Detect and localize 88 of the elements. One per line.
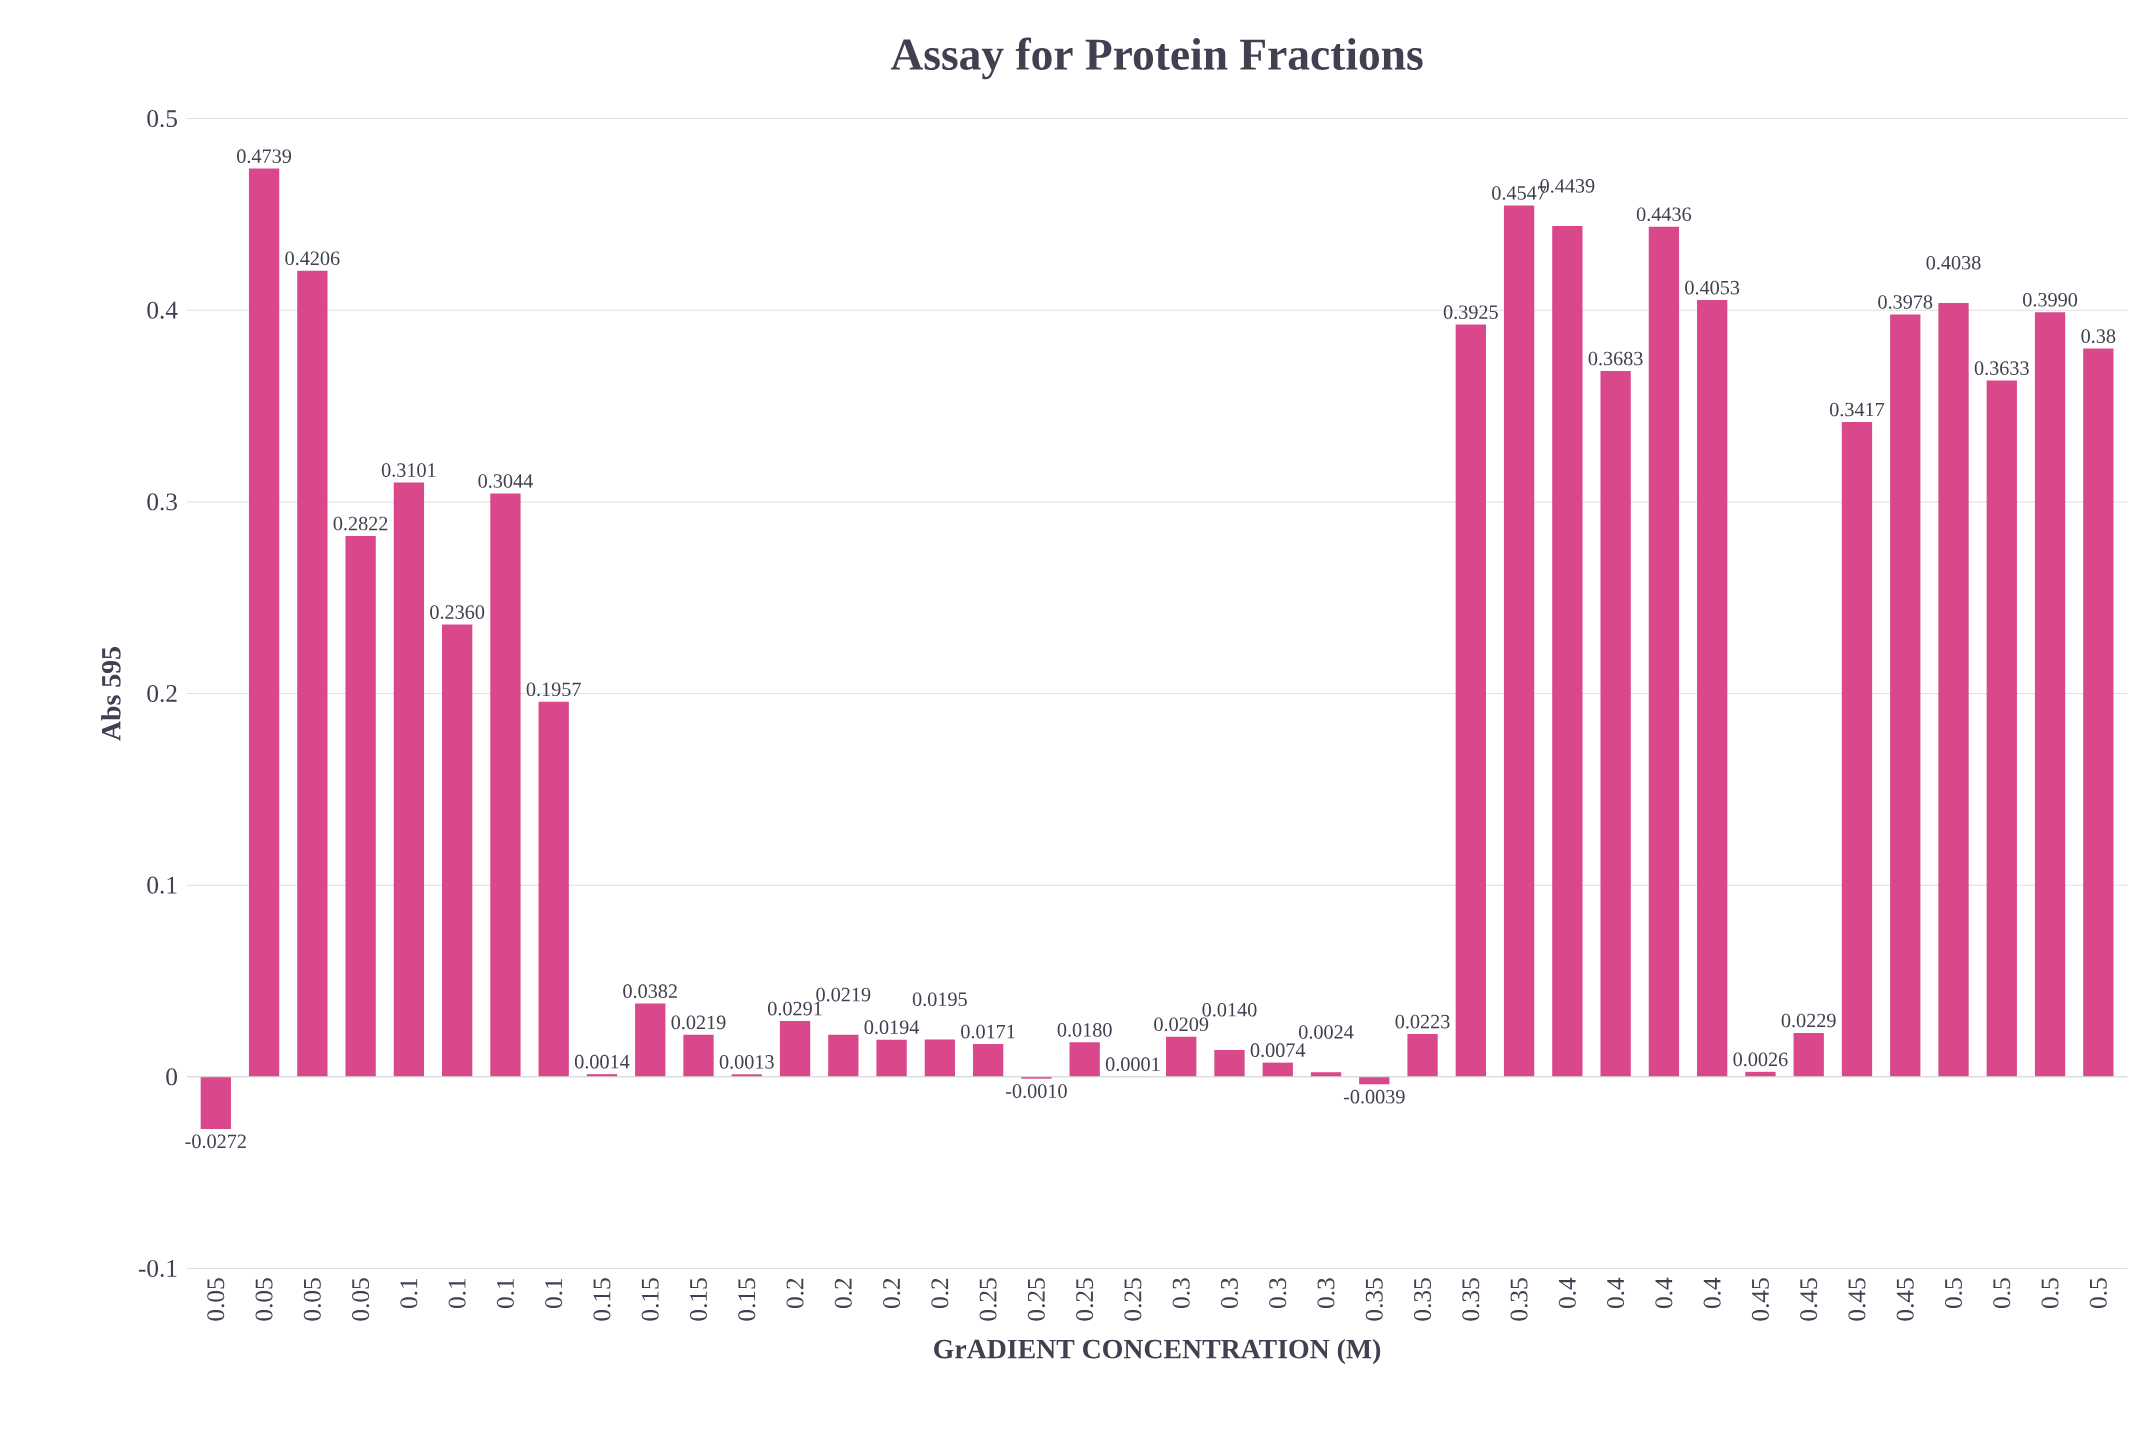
x-axis-title: GrADIENT CONCENTRATION (M) [934, 1338, 1381, 1364]
data-label: -0.0039 [1343, 1089, 1405, 1104]
data-label: 0.0171 [961, 1024, 1015, 1039]
y-tick-label: 0.4 [147, 301, 178, 319]
data-label: 0.3978 [1878, 295, 1933, 309]
x-tick-label: 0.15 [738, 1278, 756, 1321]
x-tick-label: 0.2 [834, 1278, 852, 1308]
data-label: 0.3925 [1443, 305, 1498, 319]
data-label: 0.0024 [1298, 1025, 1354, 1039]
x-tick-label: 0.35 [1413, 1278, 1432, 1321]
data-label: 0.3101 [381, 463, 436, 477]
x-tick-label: 0.25 [1124, 1278, 1142, 1321]
data-label: 0.38 [2081, 329, 2116, 343]
data-label: 0.3990 [2023, 292, 2078, 307]
y-tick-label: -0.1 [138, 1259, 177, 1277]
data-label: 0.4436 [1636, 207, 1692, 221]
data-label: 0.2822 [333, 516, 388, 531]
x-tick-label: 0.4 [1703, 1277, 1721, 1308]
x-tick-label: 0.05 [207, 1278, 225, 1321]
x-tick-label: 0.05 [255, 1278, 273, 1321]
data-label: 0.3683 [1588, 351, 1643, 366]
x-tick-label: 0.25 [1027, 1278, 1045, 1321]
x-tick-label: 0.3 [1269, 1278, 1287, 1308]
data-label: 0.0195 [912, 992, 967, 1006]
y-tick-label: 0.2 [147, 684, 177, 702]
data-label: 0.4739 [237, 149, 292, 163]
x-tick-label: 0.1 [400, 1278, 418, 1308]
data-label: 0.4053 [1685, 280, 1740, 295]
x-tick-label: 0.25 [979, 1278, 997, 1321]
x-tick-label: 0.15 [641, 1278, 659, 1321]
data-label: 0.4038 [1926, 255, 1981, 270]
data-label: 0.0291 [768, 1001, 822, 1016]
y-axis-title: Abs 595 [101, 646, 121, 741]
x-tick-label: 0.45 [1848, 1278, 1866, 1321]
x-tick-label: 0.2 [931, 1278, 949, 1308]
x-tick-label: 0.45 [1800, 1278, 1818, 1321]
x-tick-label: 0.05 [352, 1278, 370, 1321]
x-tick-label: 0.45 [1751, 1278, 1770, 1321]
data-label: 0.0219 [671, 1015, 726, 1030]
x-tick-label: 0.35 [1365, 1278, 1383, 1321]
data-label: 0.0013 [719, 1054, 774, 1069]
data-label: 0.0140 [1202, 1002, 1257, 1017]
data-label: 0.0001 [1105, 1057, 1160, 1071]
data-label: 0.0219 [816, 987, 871, 1002]
x-tick-label: 0.3 [1172, 1278, 1190, 1308]
x-tick-label: 0.25 [1076, 1278, 1094, 1321]
x-tick-label: 0.2 [883, 1278, 901, 1308]
x-tick-label: 0.5 [2089, 1278, 2107, 1308]
x-tick-label: 0.3 [1220, 1278, 1239, 1308]
x-tick-label: 0.1 [496, 1278, 515, 1308]
x-tick-label: 0.5 [2041, 1278, 2059, 1308]
data-label: 0.0026 [1733, 1052, 1788, 1067]
x-tick-label: 0.1 [448, 1278, 466, 1308]
x-tick-label: 0.4 [1558, 1277, 1576, 1308]
data-label: 0.0229 [1781, 1013, 1836, 1028]
data-label: 0.0180 [1057, 1022, 1112, 1037]
x-tick-label: 0.15 [689, 1278, 708, 1321]
y-tick-label: 0.5 [147, 109, 177, 128]
data-label: 0.3417 [1829, 402, 1885, 417]
x-tick-label: 0.4 [1655, 1277, 1673, 1308]
chart-title: Assay for Protein Fractions [890, 37, 1423, 80]
y-tick-label: 0.3 [147, 493, 177, 511]
data-label: 0.0382 [623, 984, 677, 998]
x-tick-label: 0.15 [593, 1278, 611, 1321]
y-tick-label: 0 [166, 1068, 177, 1086]
x-tick-label: 0.45 [1896, 1278, 1914, 1321]
x-tick-label: 0.35 [1462, 1278, 1480, 1321]
x-tick-label: 0.35 [1510, 1278, 1528, 1321]
data-label: 0.3633 [1974, 361, 2029, 375]
data-label: 0.0074 [1250, 1043, 1306, 1057]
data-label: 0.4206 [285, 251, 340, 266]
x-tick-label: 0.5 [1944, 1278, 1963, 1308]
data-label: 0.2360 [430, 605, 485, 619]
y-tick-label: 0.1 [147, 876, 177, 894]
data-label: 0.3044 [478, 474, 533, 488]
data-label: 0.0014 [574, 1054, 630, 1069]
data-label: 0.0194 [864, 1020, 920, 1034]
x-tick-label: 0.3 [1317, 1278, 1335, 1308]
data-label: 0.0209 [1154, 1017, 1209, 1032]
x-tick-label: 0.4 [1607, 1277, 1625, 1308]
data-label: -0.0010 [1006, 1084, 1067, 1098]
x-tick-label: 0.05 [303, 1278, 321, 1321]
data-label: -0.0272 [185, 1134, 246, 1149]
x-tick-label: 0.5 [1993, 1278, 2011, 1308]
data-label: 0.1957 [526, 682, 581, 697]
x-tick-label: 0.1 [545, 1278, 563, 1308]
data-label: 0.0223 [1395, 1014, 1450, 1029]
x-tick-label: 0.2 [786, 1278, 804, 1308]
